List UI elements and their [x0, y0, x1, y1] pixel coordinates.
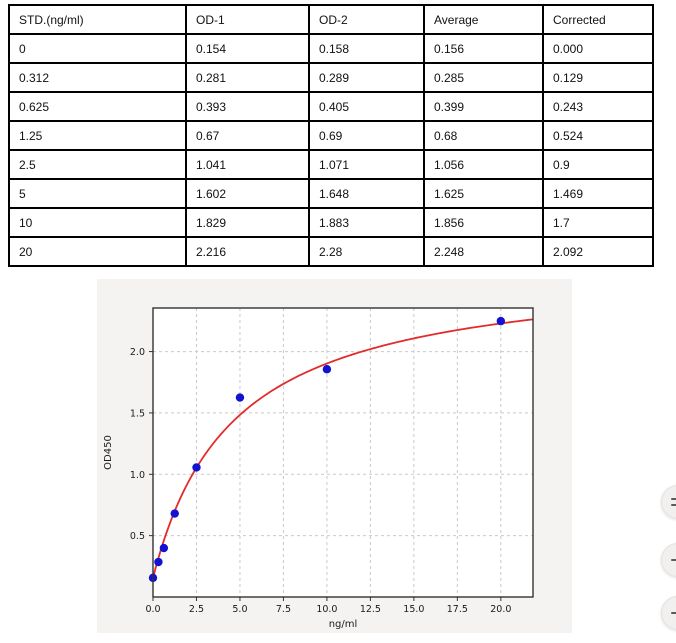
x-tick-label: 10.0 — [316, 604, 337, 615]
axes-spines — [152, 307, 534, 598]
y-tick-label: 2.0 — [130, 347, 145, 358]
table-cell: 1.625 — [423, 178, 544, 209]
table-cell: 5 — [8, 178, 187, 209]
fit-curve — [152, 318, 534, 579]
widget-button-middle[interactable] — [661, 543, 676, 577]
x-tick-label: 2.5 — [189, 604, 204, 615]
table-cell: 0 — [8, 33, 187, 64]
plot-background — [153, 308, 533, 597]
x-tick-label: 20.0 — [490, 604, 511, 615]
data-point — [192, 463, 201, 472]
data-point — [159, 543, 169, 553]
y-axis-label: OD450 — [103, 435, 114, 470]
table-cell: 1.071 — [308, 149, 425, 180]
table-cell: 0.393 — [185, 91, 310, 122]
table-cell: 1.056 — [423, 149, 544, 180]
table-header-row: STD.(ng/ml) OD-1 OD-2 Average Corrected — [8, 4, 654, 35]
x-axis-label: ng/ml — [329, 619, 358, 630]
table-cell: 0.312 — [8, 62, 187, 93]
table-cell: 0.129 — [542, 62, 654, 93]
table-row: 20 2.216 2.28 2.248 2.092 — [8, 236, 654, 267]
table-cell: 2.5 — [8, 149, 187, 180]
table-cell: 1.25 — [8, 120, 187, 151]
table-cell: 1.041 — [185, 149, 310, 180]
data-point — [496, 316, 506, 326]
table-cell: 2.248 — [423, 236, 544, 267]
dots-icon — [671, 498, 676, 500]
dash-icon — [671, 612, 676, 614]
table-cell: 1.648 — [308, 178, 425, 209]
widget-button-bottom[interactable] — [661, 596, 676, 630]
dash-icon — [671, 559, 676, 561]
x-tick-label: 15.0 — [403, 604, 424, 615]
widget-button-top[interactable] — [661, 485, 676, 519]
table-cell: 0.154 — [185, 33, 310, 64]
table-header-cell: STD.(ng/ml) — [8, 4, 187, 35]
table-row: 1.25 0.67 0.69 0.68 0.524 — [8, 120, 654, 151]
table-cell: 0.285 — [423, 62, 544, 93]
table-cell: 1.883 — [308, 207, 425, 238]
x-tick-label: 7.5 — [276, 604, 291, 615]
table-cell: 0.67 — [185, 120, 310, 151]
table-cell: 2.28 — [308, 236, 425, 267]
table-header-cell: OD-2 — [308, 4, 425, 35]
table-row: 0.312 0.281 0.289 0.285 0.129 — [8, 62, 654, 93]
table-cell: 0.000 — [542, 33, 654, 64]
table-cell: 0.156 — [423, 33, 544, 64]
standard-curve-figure: 0.0 2.5 5.0 7.5 10.0 12.5 15.0 17.5 20.0 0.5 1.0 1.… — [97, 279, 572, 633]
table-cell: 10 — [8, 207, 187, 238]
table-row: 0.625 0.393 0.405 0.399 0.243 — [8, 91, 654, 122]
x-tick-label: 5.0 — [232, 604, 247, 615]
table-cell: 0.243 — [542, 91, 654, 122]
x-tick-label: 12.5 — [360, 604, 381, 615]
standard-curve-chart: 0.0 2.5 5.0 7.5 10.0 12.5 15.0 17.5 20.0 0.5 1.0 1.… — [97, 279, 572, 633]
dots-icon — [671, 504, 676, 506]
table-row: 5 1.602 1.648 1.625 1.469 — [8, 178, 654, 209]
table-cell: 20 — [8, 236, 187, 267]
table-cell: 0.9 — [542, 149, 654, 180]
table-cell: 0.524 — [542, 120, 654, 151]
table-cell: 0.405 — [308, 91, 425, 122]
table-header-cell: Average — [423, 4, 544, 35]
table-cell: 2.092 — [542, 236, 654, 267]
table-cell: 1.7 — [542, 207, 654, 238]
table-row: 10 1.829 1.883 1.856 1.7 — [8, 207, 654, 238]
table-row: 2.5 1.041 1.071 1.056 0.9 — [8, 149, 654, 180]
x-tick-label: 0.0 — [145, 604, 160, 615]
table-cell: 0.68 — [423, 120, 544, 151]
table-row: 0 0.154 0.158 0.156 0.000 — [8, 33, 654, 64]
y-tick-label: 1.0 — [130, 470, 145, 481]
y-tick-label: 0.5 — [130, 531, 145, 542]
x-tick-label: 17.5 — [447, 604, 468, 615]
table-cell: 1.856 — [423, 207, 544, 238]
table-header-cell: OD-1 — [185, 4, 310, 35]
table-cell: 1.829 — [185, 207, 310, 238]
table-header-cell: Corrected — [542, 4, 654, 35]
y-tick-label: 1.5 — [130, 408, 145, 419]
table-cell: 0.399 — [423, 91, 544, 122]
table-cell: 2.216 — [185, 236, 310, 267]
data-point — [170, 509, 179, 518]
table-cell: 0.281 — [185, 62, 310, 93]
standard-data-table: STD.(ng/ml) OD-1 OD-2 Average Corrected 0 0.15… — [8, 4, 654, 267]
table-cell: 0.289 — [308, 62, 425, 93]
table-cell: 1.469 — [542, 178, 654, 209]
table-cell: 0.158 — [308, 33, 425, 64]
data-point — [235, 393, 245, 402]
table-cell: 0.625 — [8, 91, 187, 122]
table-cell: 0.69 — [308, 120, 425, 151]
table-cell: 1.602 — [185, 178, 310, 209]
data-point — [322, 365, 332, 374]
data-point — [154, 557, 163, 567]
